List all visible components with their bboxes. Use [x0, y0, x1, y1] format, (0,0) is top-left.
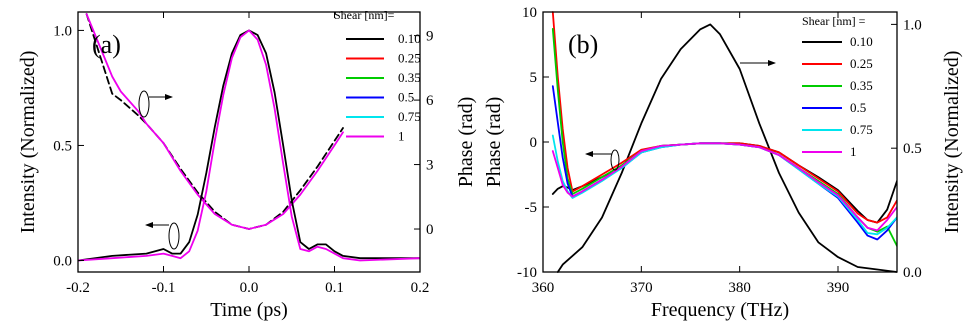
- legend-entry-label: 1: [850, 144, 857, 159]
- x-tick-label: -0.2: [66, 280, 90, 296]
- phase-curve-marker-ellipse: [138, 90, 150, 118]
- legend-entry-label: 0.10: [398, 31, 421, 46]
- legend-title: Shear [nm]=: [334, 8, 395, 22]
- y-left-tick-label: 5: [530, 70, 538, 86]
- x-tick-label: 390: [827, 280, 850, 296]
- y-left-axis-title: Phase (rad): [483, 97, 505, 188]
- y-right-tick-label: 1.0: [903, 17, 922, 33]
- legend: Shear [nm] = 0.10 0.25 0.35 0.5 0.75 1: [802, 14, 873, 159]
- phase-line-0.75: [551, 134, 897, 236]
- phase-line-0.10: [85, 13, 344, 230]
- legend-entry-label: 1: [398, 129, 405, 144]
- y-right-tick-label: 3: [426, 158, 434, 174]
- legend-entry-label: 0.5: [850, 100, 866, 115]
- x-tick-label: -0.1: [152, 280, 176, 296]
- intensity-line-1: [78, 29, 420, 262]
- y-left-tick-label: 1.0: [53, 23, 72, 39]
- panel-label: (a): [92, 30, 121, 59]
- y-left-tick-label: -5: [525, 200, 538, 216]
- y-left-tick-label: -10: [517, 265, 537, 281]
- x-tick-label: 0.0: [240, 280, 259, 296]
- y-right-tick-label: 9: [426, 29, 434, 45]
- x-tick-label: 360: [532, 280, 555, 296]
- legend-entry-label: 0.75: [850, 122, 873, 137]
- legend-entry-label: 0.25: [398, 51, 421, 66]
- x-tick-label: 0.2: [411, 280, 430, 296]
- phase-line-0.5: [551, 85, 897, 241]
- x-tick-label: 0.1: [325, 280, 344, 296]
- axis-indicator-annotations: [138, 90, 180, 250]
- intensity-line-0.10: [78, 29, 420, 262]
- axis-indicator-annotations: [585, 60, 776, 171]
- y-right-tick-label: 0.5: [903, 141, 922, 157]
- x-tick-label: 380: [728, 280, 751, 296]
- x-tick-label: 370: [630, 280, 653, 296]
- phase-curve-marker-ellipse: [610, 149, 620, 171]
- intensity-line-0.10: [556, 23, 897, 273]
- legend-entry-label: 0.35: [850, 78, 873, 93]
- y-left-tick-label: 10: [522, 5, 537, 21]
- legend: Shear [nm]=0.10 0.25 0.35 0.5 0.75 1: [334, 8, 421, 144]
- legend-entry-label: 0.75: [398, 109, 421, 124]
- phase-line-1: [85, 13, 344, 230]
- y-right-axis-title: Phase (rad): [455, 97, 477, 188]
- y-right-tick-label: 6: [426, 93, 434, 109]
- legend-entry-label: 0.25: [850, 56, 873, 71]
- y-left-tick-label: 0.5: [53, 138, 72, 154]
- legend-entry-label: 0.10: [850, 34, 873, 49]
- y-left-axis-title: Intensity (Normalized): [17, 51, 39, 234]
- legend-entry-label: 0.5: [398, 90, 414, 105]
- plot-area: [78, 13, 420, 262]
- phase-line-1: [551, 142, 897, 232]
- x-axis-title: Frequency (THz): [651, 299, 789, 321]
- y-right-tick-label: 0.0: [903, 265, 922, 281]
- chart-panel-a: -0.2 -0.1 0.0 0.1 0.2 0.0 0.5 1.0 0 3 6 9 Time (ps) I…: [17, 8, 477, 321]
- panel-label: (b): [568, 30, 598, 59]
- y-right-axis-title: Intensity (Normalized): [941, 51, 963, 234]
- y-left-tick-label: 0: [530, 135, 538, 151]
- legend-entry-label: 0.35: [398, 70, 421, 85]
- plot-frame: [77, 11, 421, 273]
- intensity-curve-marker-ellipse: [168, 222, 180, 250]
- y-left-tick-label: 0.0: [53, 253, 72, 269]
- legend-title: Shear [nm] =: [802, 14, 866, 28]
- chart-panel-b: 360 370 380 390 -10 -5 0 5 10 0.0 0.5 1.0 Frequency …: [483, 5, 963, 321]
- plot-area: [551, 11, 897, 273]
- x-axis-title: Time (ps): [210, 299, 288, 321]
- y-right-tick-label: 0: [426, 222, 434, 238]
